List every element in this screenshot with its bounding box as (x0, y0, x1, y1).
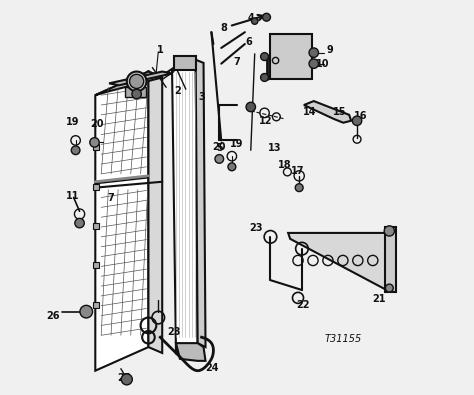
Text: 15: 15 (333, 107, 347, 117)
Text: 10: 10 (316, 60, 329, 70)
Text: 21: 21 (373, 294, 386, 304)
Bar (93, 184, 99, 190)
Text: 4: 4 (247, 13, 254, 23)
Text: 22: 22 (296, 299, 310, 310)
Circle shape (295, 184, 303, 192)
Circle shape (352, 116, 362, 126)
Circle shape (309, 48, 319, 57)
Circle shape (127, 71, 146, 91)
Text: T31155: T31155 (325, 334, 362, 344)
Text: 19: 19 (229, 139, 243, 149)
Text: 8: 8 (220, 23, 227, 33)
Text: 11: 11 (66, 191, 80, 201)
Text: 23: 23 (167, 327, 181, 337)
Text: 18: 18 (278, 160, 292, 170)
Polygon shape (109, 71, 172, 85)
Bar (93, 262, 99, 268)
Circle shape (261, 53, 268, 60)
Text: 20: 20 (212, 142, 226, 152)
Text: 13: 13 (268, 143, 281, 152)
Text: 17: 17 (291, 166, 305, 176)
Circle shape (385, 284, 393, 292)
Text: 12: 12 (259, 116, 273, 126)
Bar (93, 223, 99, 229)
Polygon shape (148, 71, 162, 353)
Circle shape (132, 89, 141, 99)
Circle shape (228, 163, 236, 171)
Circle shape (384, 226, 394, 236)
Circle shape (263, 13, 271, 21)
Text: 3: 3 (198, 92, 205, 102)
Text: 25: 25 (117, 373, 130, 383)
Text: 1: 1 (157, 45, 164, 55)
Bar (384, 227, 396, 292)
Text: 23: 23 (249, 223, 263, 233)
Circle shape (309, 59, 319, 68)
Text: 26: 26 (46, 311, 60, 322)
Polygon shape (95, 71, 162, 95)
Bar (125, 87, 146, 97)
Bar (271, 34, 312, 79)
Polygon shape (196, 60, 206, 347)
Text: 24: 24 (205, 363, 219, 372)
Polygon shape (288, 233, 392, 290)
Circle shape (261, 73, 268, 81)
Circle shape (71, 146, 80, 154)
Polygon shape (304, 101, 351, 123)
Bar (93, 144, 99, 150)
Text: 6: 6 (246, 37, 252, 47)
Text: 5: 5 (217, 143, 223, 153)
Text: 9: 9 (326, 45, 333, 55)
Text: 16: 16 (354, 111, 368, 120)
Text: 7: 7 (234, 57, 240, 67)
Text: 14: 14 (303, 107, 317, 117)
Text: 2: 2 (174, 86, 182, 96)
Circle shape (246, 102, 255, 112)
Circle shape (121, 374, 132, 385)
Polygon shape (172, 60, 198, 353)
Bar (174, 56, 196, 70)
Circle shape (215, 154, 224, 163)
Circle shape (90, 138, 99, 147)
Text: 7: 7 (107, 193, 114, 203)
Circle shape (80, 305, 92, 318)
Bar (93, 302, 99, 308)
Circle shape (252, 18, 258, 24)
Text: 19: 19 (66, 117, 80, 127)
Circle shape (75, 218, 84, 228)
Polygon shape (176, 343, 206, 361)
Polygon shape (95, 71, 148, 371)
Circle shape (129, 74, 144, 88)
Text: 20: 20 (91, 118, 104, 128)
